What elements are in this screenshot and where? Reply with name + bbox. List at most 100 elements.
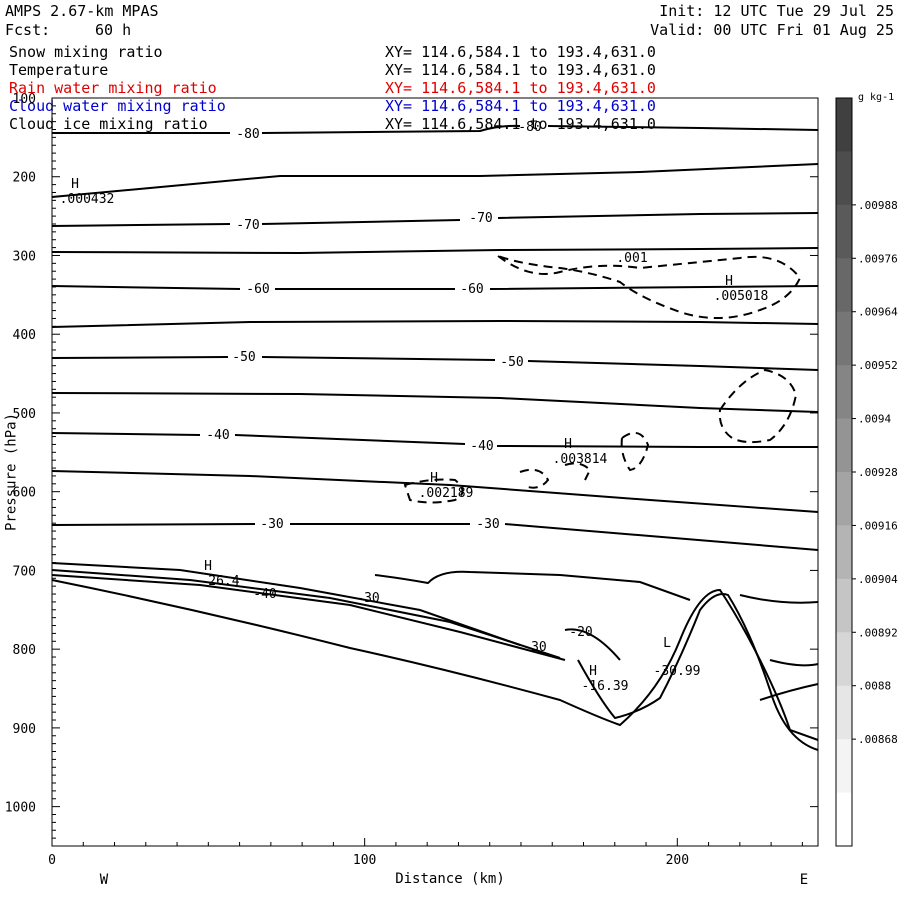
temperature-contour-label: -70 xyxy=(469,211,492,226)
colorbar: .00988 .00976 .00964 .00952 .0094 .00928 .0091… xyxy=(835,97,898,847)
y-axis: 100 200 300 400 500 600 700 800 900 1000 xyxy=(5,92,818,839)
colorbar-tick-label: .00988 xyxy=(858,199,898,212)
isotherm-near-terrain-1 xyxy=(51,562,521,646)
isotherm-minus80 xyxy=(52,124,819,134)
colorbar-swatch xyxy=(836,311,852,366)
init-time: Init: 12 UTC Tue 29 Jul 25 xyxy=(659,2,894,20)
extremum-value: .003814 xyxy=(553,452,608,467)
colorbar-swatch xyxy=(836,258,852,313)
colorbar-tick-label: .00928 xyxy=(858,466,898,479)
isotherm-minus40 xyxy=(51,432,818,448)
ice-contour-right xyxy=(718,368,798,444)
ice-contour-left xyxy=(403,478,464,504)
field-xy-cloud-water: XY= 114.6,584.1 to 193.4,631.0 xyxy=(385,97,656,115)
isotherm-380 xyxy=(51,319,819,328)
y-tick-label: 200 xyxy=(13,171,36,186)
west-label: W xyxy=(100,872,109,888)
field-name-rain: Rain water mixing ratio xyxy=(9,79,217,97)
temperature-contour-label: -30.99 xyxy=(654,664,701,679)
colorbar-tick-label: .00916 xyxy=(858,519,898,532)
cloud-top-contour xyxy=(374,570,691,601)
y-tick-label: 300 xyxy=(13,249,36,264)
isotherm-300 xyxy=(51,247,819,255)
x-tick-label: 200 xyxy=(666,853,689,868)
extremum-type: L xyxy=(663,636,671,651)
temperature-contour-label: -30 xyxy=(356,591,379,606)
colorbar-tick-label: .00952 xyxy=(858,359,898,372)
model-title: AMPS 2.67-km MPAS xyxy=(5,2,159,20)
x-tick-label: 0 xyxy=(48,853,56,868)
valley-contour xyxy=(577,593,819,751)
extremum-value: .000432 xyxy=(60,192,115,207)
y-tick-label: 100 xyxy=(13,92,36,107)
x-axis-title: Distance (km) xyxy=(395,871,505,887)
extremum-value: -26.4 xyxy=(200,574,239,589)
temperature-contour-label: -30 xyxy=(476,517,499,532)
field-xy-rain: XY= 114.6,584.1 to 193.4,631.0 xyxy=(385,79,656,97)
ice-contour-mid-3 xyxy=(564,462,592,481)
field-name-cloud-water: Cloud water mixing ratio xyxy=(9,97,226,115)
field-name-cloud-ice: Cloud ice mixing ratio xyxy=(9,115,208,133)
isotherm-600 xyxy=(51,470,819,513)
extrema-labels: H.000432H.005018H.003814H.002189H-26.4H-… xyxy=(60,177,769,694)
y-tick-label: 800 xyxy=(13,643,36,658)
y-tick-label: 400 xyxy=(13,328,36,343)
extremum-type: H xyxy=(589,664,597,679)
ice-contours xyxy=(403,255,802,504)
colorbar-tick-label: .00868 xyxy=(858,733,898,746)
temperature-contours xyxy=(51,124,819,751)
colorbar-unit: g kg-1 xyxy=(858,92,894,103)
contour-labels: -80 -80 -70 -70 -60 -60 -50 -50 -40 -40 -30 -30 -40 -… xyxy=(206,120,700,679)
temperature-contour-label: -60 xyxy=(246,282,269,297)
y-tick-label: 700 xyxy=(13,564,36,579)
extremum-value: -16.39 xyxy=(582,679,629,694)
field-xy-snow: XY= 114.6,584.1 to 193.4,631.0 xyxy=(385,43,656,61)
isotherm-near-terrain-2 xyxy=(51,569,561,659)
colorbar-tick-label: .0094 xyxy=(858,413,891,426)
colorbar-swatch xyxy=(836,632,852,687)
colorbar-swatch xyxy=(836,365,852,420)
isotherm-near-terrain-3 xyxy=(51,574,566,661)
temperature-contour-label: -40 xyxy=(470,439,493,454)
isotherm-minus60 xyxy=(51,285,819,290)
field-name-temperature: Temperature xyxy=(9,61,109,79)
y-tick-label: 500 xyxy=(13,407,36,422)
isotherm-minus70 xyxy=(51,212,819,227)
x-tick-label: 100 xyxy=(353,853,376,868)
colorbar-swatch xyxy=(836,98,852,152)
right-contour-1 xyxy=(739,594,819,604)
right-contour-2 xyxy=(769,659,819,667)
y-axis-title: Pressure (hPa) xyxy=(4,413,20,531)
colorbar-swatch xyxy=(836,792,852,847)
colorbar-tick-label: .00976 xyxy=(858,252,898,265)
terrain-contour xyxy=(51,579,819,741)
temperature-contour-label: -20 xyxy=(569,625,592,640)
temperature-contour-label: -50 xyxy=(232,350,255,365)
y-tick-label: 900 xyxy=(13,722,36,737)
y-tick-label: 600 xyxy=(13,486,36,501)
extremum-type: H xyxy=(725,274,733,289)
colorbar-swatch xyxy=(836,151,852,206)
ice-contour-mid-2 xyxy=(519,468,550,489)
temperature-contour-label: -80 xyxy=(236,127,259,142)
isotherm-minus50 xyxy=(51,356,819,371)
temperature-contour-label: -50 xyxy=(500,355,523,370)
ice-contour-mid-1 xyxy=(620,431,650,472)
minus20-contour xyxy=(564,628,621,661)
field-xy-temperature: XY= 114.6,584.1 to 193.4,631.0 xyxy=(385,61,656,79)
x-axis: 0 100 200 xyxy=(48,838,803,868)
forecast-label: Fcst: xyxy=(5,21,51,39)
temperature-contour-label: -80 xyxy=(518,120,541,135)
isotherm-500 xyxy=(51,392,819,413)
colorbar-swatch xyxy=(836,525,852,580)
temperature-contour-label: -70 xyxy=(236,218,259,233)
temperature-contour-label: -30 xyxy=(523,640,546,655)
colorbar-swatch xyxy=(836,739,852,794)
colorbar-swatch xyxy=(836,685,852,740)
field-xy-cloud-ice: XY= 114.6,584.1 to 193.4,631.0 xyxy=(385,115,656,133)
right-contour-3 xyxy=(759,683,819,701)
temperature-contour-label: -40 xyxy=(253,587,276,602)
forecast-hour: 60 h xyxy=(95,21,132,39)
colorbar-swatch xyxy=(836,204,852,259)
